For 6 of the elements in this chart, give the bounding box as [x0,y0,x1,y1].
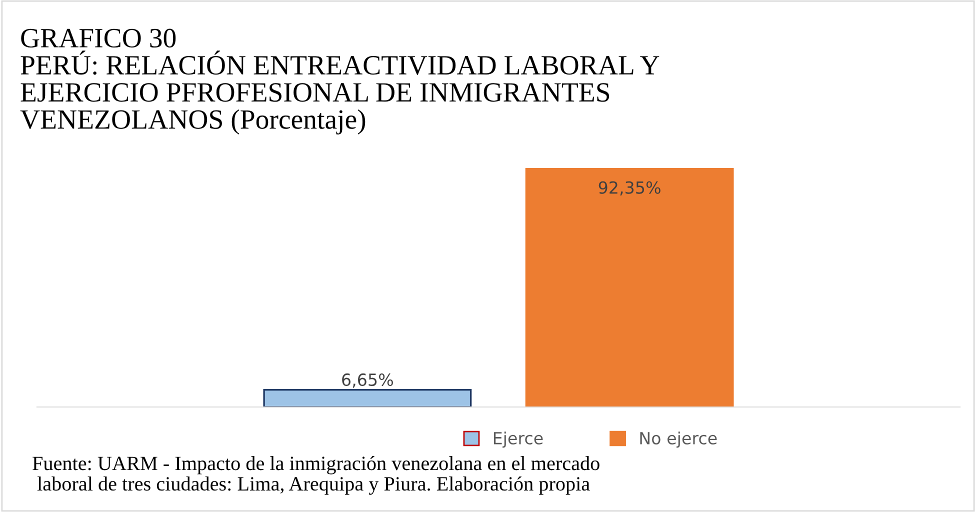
legend-label: No ejerce [640,432,717,448]
source-note: Fuente: UARM - Impacto de la inmigración venezolana en el mercado laboral de tres ciudades: Lima, Arequipa y Piura. Elaboración propia [32,456,600,495]
legend-label: Ejerce [494,432,543,448]
data-label: 92,35% [598,181,660,196]
data-label: 6,65% [342,373,393,388]
chart-title: GRAFICO 30 PERÚ: RELACIÓN ENTREACTIVIDAD LABORAL Y EJERCICIO PFROFESIONAL DE INMIGRANTES VENEZOLANOS (Porcentaje) [20,28,660,135]
